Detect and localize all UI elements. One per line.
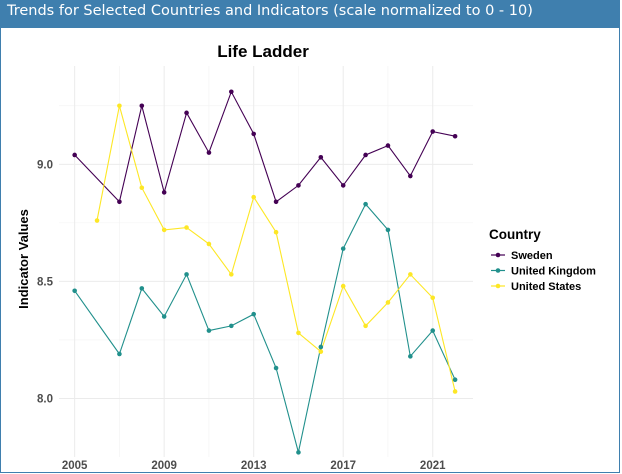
data-point-united-kingdom [139,286,145,291]
series-line-united-kingdom [74,203,456,453]
data-point-sweden [452,133,458,139]
legend-label: United Kingdom [511,266,596,278]
data-point-united-states [363,323,368,329]
axis-ticks: 2005 2009 2013 2017 2021 8.0 8.5 9.0 [37,159,446,472]
data-point-united-kingdom [408,354,413,359]
data-point-sweden [117,199,122,205]
data-point-united-kingdom [184,272,189,277]
data-point-sweden [184,110,189,116]
data-point-sweden [72,152,77,158]
x-tick-label: 2009 [151,460,177,472]
data-point-united-kingdom [430,328,436,333]
data-point-united-states [184,225,189,230]
legend-item-sweden: Sweden [491,250,553,262]
data-point-sweden [229,89,234,95]
series-line-united-states [96,105,456,392]
data-point-united-states [430,295,436,301]
data-point-united-states [408,272,413,277]
data-point-sweden [296,183,301,188]
y-axis-label: Indicator Values [16,209,31,309]
data-point-sweden [139,103,145,109]
data-point-united-states [139,185,145,191]
data-point-sweden [340,183,346,188]
x-tick-label: 2005 [62,460,88,472]
y-tick-label: 9.0 [37,159,53,171]
data-point-united-states [296,330,301,336]
data-point-united-states [206,241,212,247]
data-point-united-states [318,349,324,354]
chart-title: Life Ladder [217,42,309,61]
data-point-united-states [385,300,391,305]
legend-item-united-kingdom: United Kingdom [491,266,596,278]
series-points [72,89,458,455]
data-point-sweden [318,155,324,160]
data-point-united-kingdom [363,201,368,207]
data-point-sweden [408,173,413,179]
data-point-united-kingdom [251,311,256,317]
legend-key-point [495,252,501,258]
legend-key-point [495,268,501,273]
legend-item-united-states: United States [491,281,581,293]
y-tick-label: 8.0 [37,393,53,405]
data-point-united-kingdom [385,227,391,233]
data-point-united-kingdom [452,377,458,383]
x-tick-label: 2021 [420,460,446,472]
data-point-united-kingdom [72,288,77,294]
data-point-sweden [385,143,391,148]
data-point-united-kingdom [340,246,346,251]
data-point-united-states [117,103,122,109]
data-point-united-kingdom [296,450,301,455]
data-point-united-states [251,194,256,200]
data-point-united-states [273,229,279,235]
data-point-united-kingdom [318,344,324,350]
data-point-united-states [340,283,346,289]
data-point-united-kingdom [161,314,167,319]
series-line-sweden [74,90,456,203]
data-point-sweden [273,199,279,205]
legend-key-point [495,283,501,289]
data-point-sweden [251,131,256,137]
data-point-united-kingdom [273,365,279,371]
data-point-united-kingdom [206,328,212,333]
data-point-united-kingdom [117,351,122,357]
data-point-sweden [161,190,167,195]
legend-label: United States [511,281,581,293]
grid-lines [59,66,473,457]
data-point-united-states [452,389,458,394]
data-point-united-kingdom [229,323,234,329]
x-tick-label: 2013 [241,460,267,472]
y-tick-label: 8.5 [37,276,54,288]
data-point-sweden [363,152,368,158]
legend-label: Sweden [511,250,553,262]
data-point-sweden [206,150,212,155]
legend-title: Country [489,227,541,242]
data-point-sweden [430,129,436,134]
legend: Country Sweden United Kingdom United State… [489,227,596,293]
x-tick-label: 2017 [330,460,356,472]
data-point-united-states [94,218,100,223]
data-point-united-states [161,227,167,233]
panel-title: Trends for Selected Countries and Indica… [1,0,619,28]
data-point-united-states [229,272,234,277]
